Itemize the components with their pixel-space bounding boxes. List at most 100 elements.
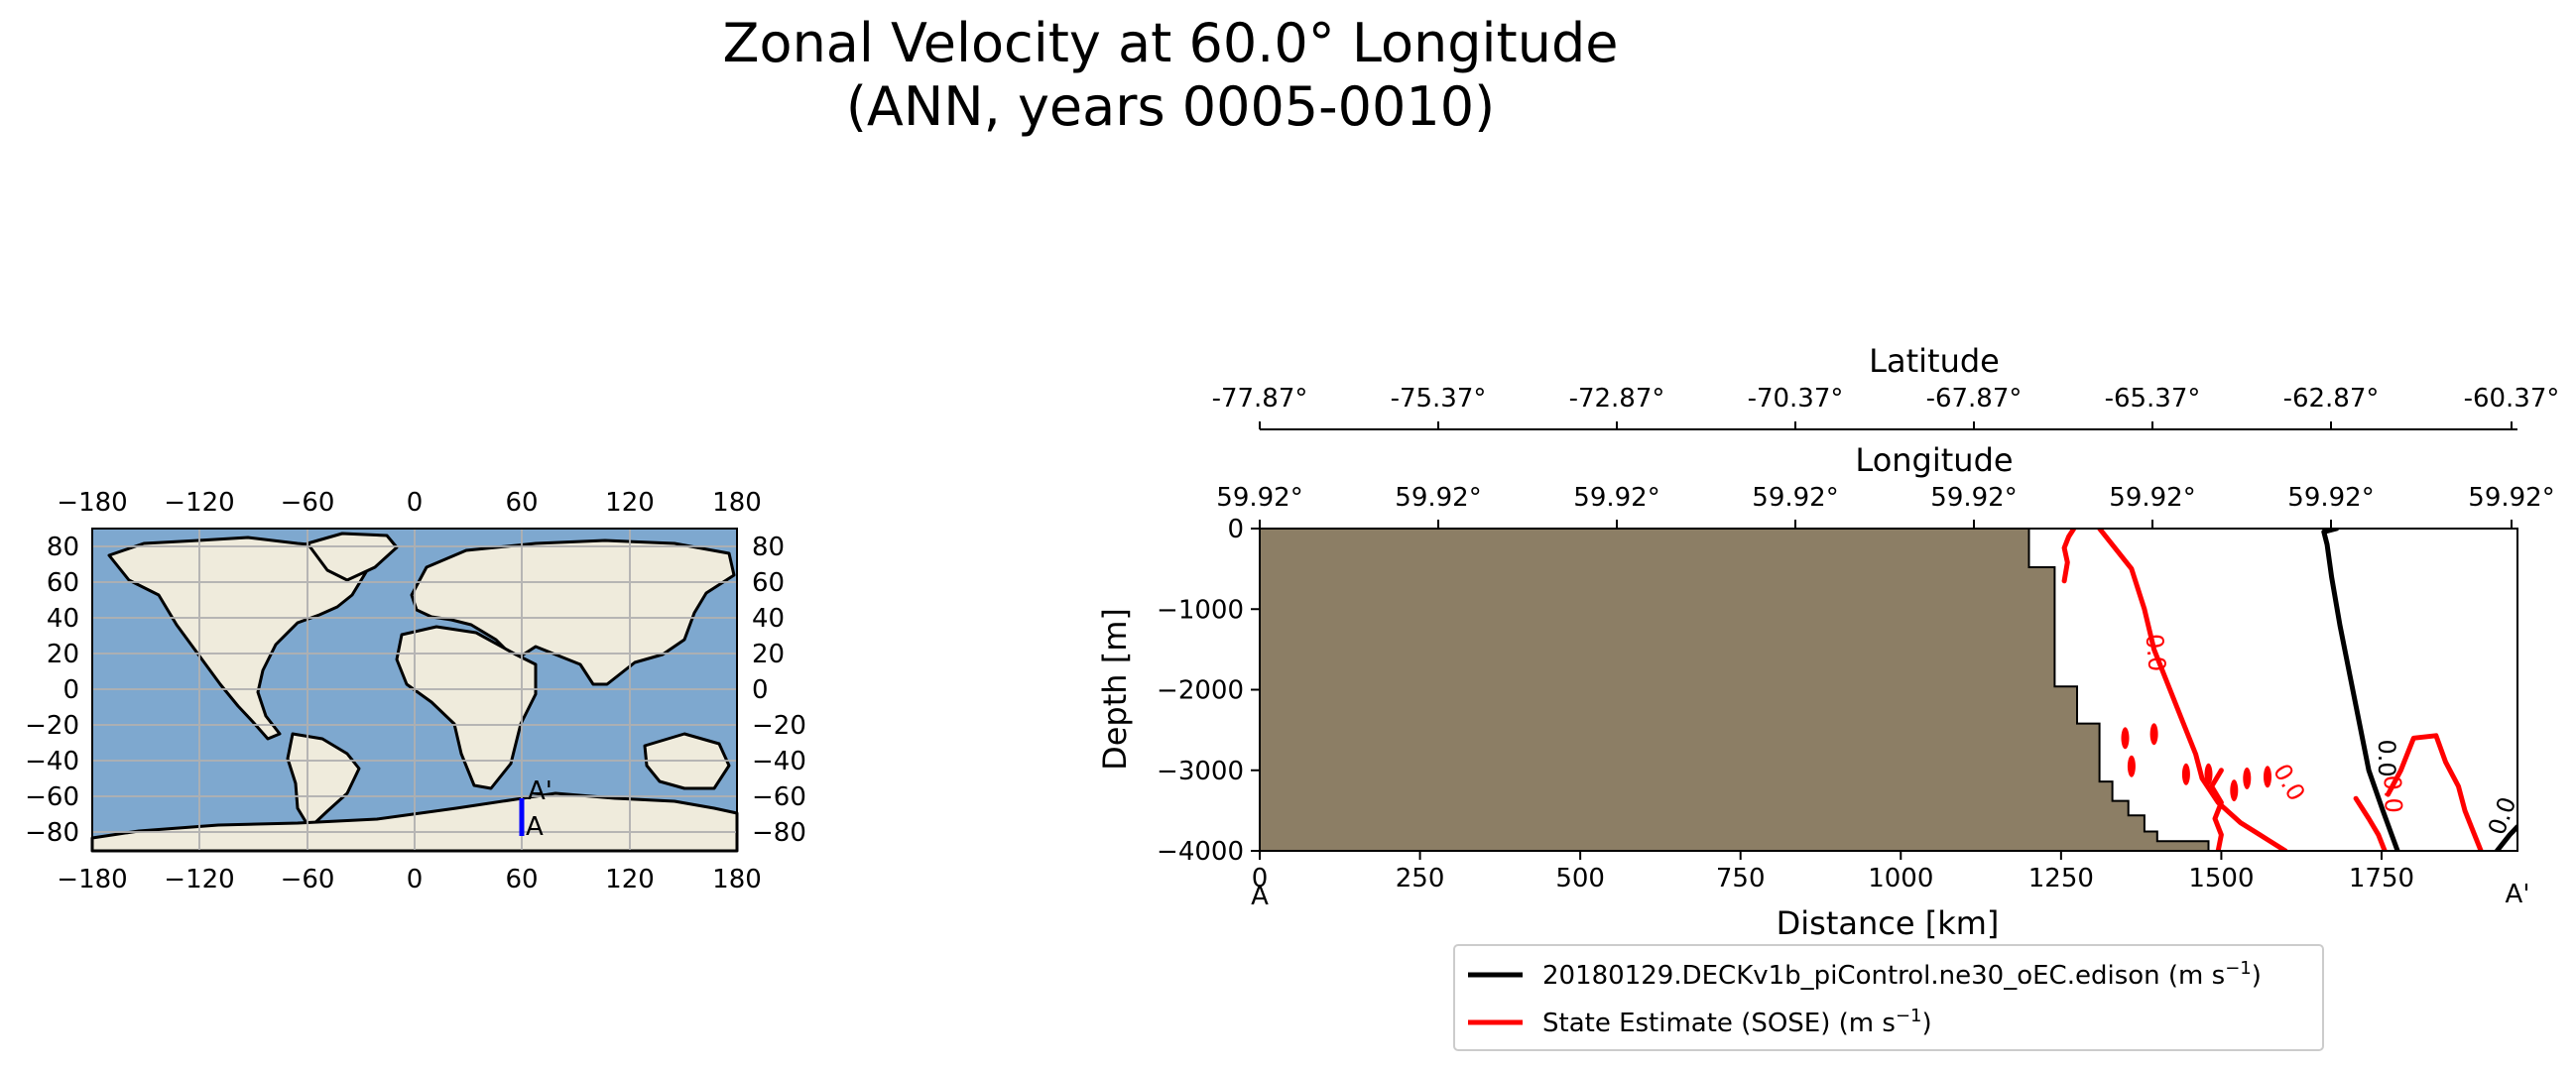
contour-blob-series-1	[2243, 767, 2252, 789]
longitude-tick-label: 59.92°	[1216, 483, 1302, 513]
contour-line-series-1	[2386, 733, 2484, 851]
map-left-ytick: 40	[47, 604, 79, 634]
section-ylabel: Depth [m]	[1096, 608, 1134, 771]
map-right-ytick: 60	[752, 568, 785, 598]
latitude-tick-label: -75.37°	[1391, 384, 1487, 414]
map-bottom-xtick: 180	[712, 865, 762, 894]
map-left-ytick: 80	[47, 533, 79, 562]
map-left-ytick: 60	[47, 568, 79, 598]
longitude-axis-label: Longitude	[1855, 441, 2013, 479]
map-right-yticks: 80 60 40 20 0 −20 −40 −60 −80	[752, 533, 806, 848]
map-bottom-xtick: 60	[505, 865, 538, 894]
section-ytick-label: −4000	[1157, 837, 1244, 867]
south-america-land	[286, 732, 361, 830]
latitude-tick-label: -60.37°	[2464, 384, 2560, 414]
longitude-tick-label: 59.92°	[2109, 483, 2195, 513]
map-bottom-xtick: −60	[281, 865, 335, 894]
contour-blob-series-1	[2127, 755, 2136, 777]
contour-line-series-1	[2061, 529, 2077, 584]
contour-blob-series-1	[2121, 727, 2130, 750]
section-xtick-label: 750	[1716, 864, 1766, 893]
map-bottom-xticks: −180 −120 −60 0 60 120 180	[57, 865, 762, 894]
contour-level-label: 0.0	[2140, 633, 2170, 672]
map-right-ytick: −80	[752, 818, 806, 848]
legend-model-label: 20180129.DECKv1b_piControl.ne30_oEC.edis…	[1542, 958, 2262, 991]
map-right-ytick: 40	[752, 604, 785, 634]
endpoint-end-label: A'	[2506, 880, 2530, 909]
latitude-axis-label: Latitude	[1869, 342, 2000, 380]
map-left-ytick: −20	[25, 711, 79, 741]
legend-model-units-close: )	[2252, 961, 2262, 991]
section-xtick-label: 1000	[1868, 864, 1933, 893]
longitude-tick-marks	[1259, 520, 2513, 529]
contour-blob-series-1	[2149, 723, 2158, 746]
map-left-yticks: 80 60 40 20 0 −20 −40 −60 −80	[25, 533, 79, 848]
map-top-xtick: 180	[712, 488, 762, 518]
contour-blob-series-1	[2181, 763, 2190, 785]
section-xtick-label: 500	[1555, 864, 1605, 893]
greenland-land	[306, 532, 399, 582]
section-xtick-label: 1250	[2028, 864, 2094, 893]
map-left-ytick: 0	[62, 675, 79, 705]
map-right-ytick: 80	[752, 533, 785, 562]
legend: 20180129.DECKv1b_piControl.ne30_oEC.edis…	[1453, 944, 2324, 1051]
map-left-ytick: −60	[25, 782, 79, 812]
legend-obs-units-close: )	[1921, 1009, 1931, 1038]
contour-blob-series-1	[2230, 779, 2239, 802]
latitude-tick-label: -70.37°	[1748, 384, 1844, 414]
map-right-ytick: 0	[752, 675, 769, 705]
figure-title-line2: (ANN, years 0005-0010)	[846, 75, 1495, 138]
endpoint-start-label: A	[1251, 882, 1269, 911]
section-xtick-label: 1500	[2188, 864, 2254, 893]
eurasia-land	[410, 538, 736, 686]
figure-title-line1: Zonal Velocity at 60.0° Longitude	[723, 12, 1619, 74]
contour-level-label: 0.0	[2379, 774, 2407, 813]
contour-line-series-1	[2097, 529, 2288, 851]
map-top-xtick: 60	[505, 488, 538, 518]
section-ytick-label: 0	[1227, 515, 1244, 544]
section-y-axis: 0 −1000 −2000 −3000 −4000	[1157, 515, 1260, 867]
map-top-xtick: −180	[57, 488, 127, 518]
longitude-tick-label: 59.92°	[2287, 483, 2374, 513]
contour-line-series-1	[2209, 768, 2224, 851]
section-xtick-label: 250	[1396, 864, 1445, 893]
legend-obs-units-exp: −1	[1896, 1006, 1922, 1026]
contour-level-label: 0.0	[2373, 740, 2400, 777]
section-ytick-label: −3000	[1157, 757, 1244, 786]
legend-frame	[1453, 944, 2324, 1051]
latitude-tick-label: -65.37°	[2105, 384, 2201, 414]
longitude-axis-ticklabels: 59.92° 59.92° 59.92° 59.92° 59.92° 59.92…	[1216, 483, 2554, 513]
map-transect-end-label: A'	[528, 776, 552, 806]
section-xtick-label: 0	[1252, 864, 1269, 893]
section-ytick-label: −2000	[1157, 676, 1244, 706]
map-right-ytick: 20	[752, 640, 785, 669]
map-left-ytick: −80	[25, 818, 79, 848]
legend-model-units-exp: −1	[2225, 958, 2252, 979]
section-plot-content: 0.00.00.00.0 0.0	[1260, 529, 2517, 851]
longitude-tick-label: 59.92°	[1573, 483, 1659, 513]
map-land	[90, 532, 739, 853]
map-transect-start-label: A	[526, 812, 544, 842]
contour-blob-series-1	[2264, 766, 2271, 788]
map-right-ytick: −60	[752, 782, 806, 812]
map-bottom-xtick: −180	[57, 865, 127, 894]
latitude-tick-label: -77.87°	[1212, 384, 1308, 414]
map-panel: A' A −180 −120 −60 0 60 120 180 −180 −12…	[25, 488, 806, 894]
latitude-tick-label: -62.87°	[2283, 384, 2380, 414]
longitude-tick-label: 59.92°	[1395, 483, 1481, 513]
map-top-xtick: 0	[407, 488, 424, 518]
latitude-tick-label: -67.87°	[1926, 384, 2023, 414]
contour-line-series-0	[2494, 824, 2517, 851]
latitude-axis-ticklabels: -77.87° -75.37° -72.87° -70.37° -67.87° …	[1212, 384, 2560, 414]
section-panel: Latitude -77.87° -75.37° -72.87° -70.37°…	[1096, 342, 2560, 1051]
map-top-xtick: −60	[281, 488, 335, 518]
legend-obs-label: State Estimate (SOSE) (m s−1)	[1542, 1006, 1932, 1038]
map-left-ytick: −40	[25, 747, 79, 776]
section-xlabel: Distance [km]	[1777, 904, 2000, 942]
map-top-xticks: −180 −120 −60 0 60 120 180	[57, 488, 762, 518]
section-x-axis: 0 250 500 750 1000 1250 1500 1750	[1252, 851, 2414, 893]
longitude-tick-label: 59.92°	[2468, 483, 2554, 513]
latitude-tick-label: -72.87°	[1569, 384, 1665, 414]
contour-blob-series-1	[2204, 763, 2213, 785]
map-top-xtick: 120	[605, 488, 655, 518]
